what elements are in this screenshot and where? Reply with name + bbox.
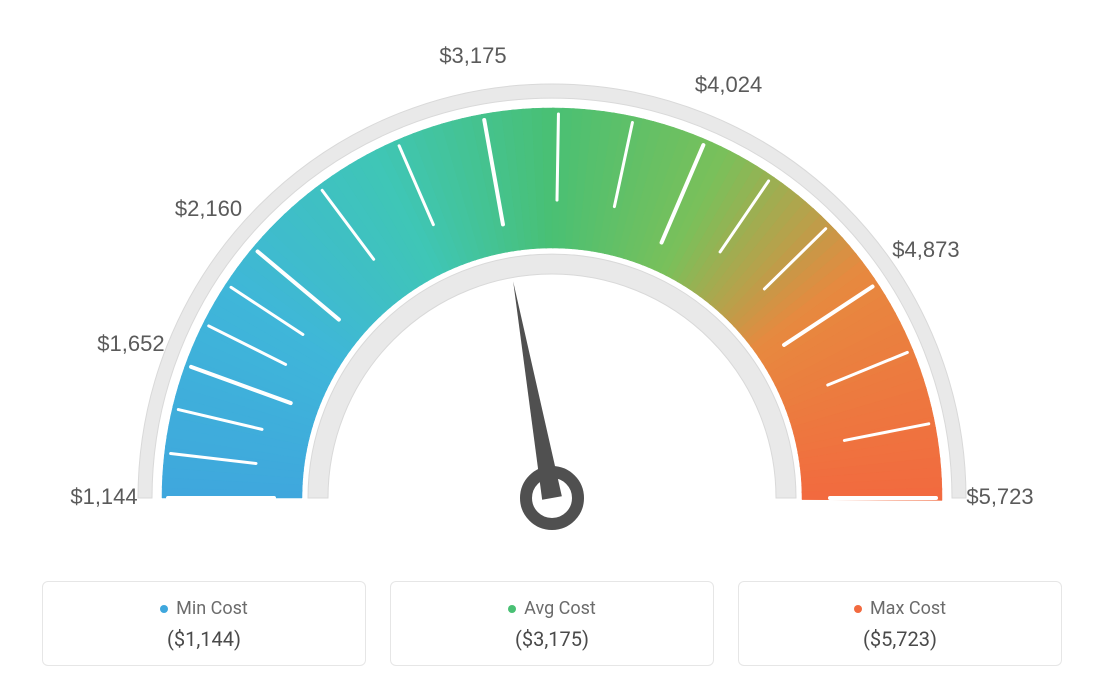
- avg-cost-value: ($3,175): [391, 627, 713, 651]
- svg-text:$4,024: $4,024: [695, 72, 762, 97]
- min-cost-value: ($1,144): [43, 627, 365, 651]
- svg-text:$1,144: $1,144: [70, 484, 137, 509]
- min-cost-label: Min Cost: [176, 598, 248, 619]
- max-cost-card: Max Cost ($5,723): [738, 581, 1062, 667]
- cost-gauge-container: $1,144 $1,652 $2,160 $3,175 $4,024 $4,873 $5,7…: [0, 0, 1104, 690]
- max-cost-value: ($5,723): [739, 627, 1061, 651]
- min-cost-card: Min Cost ($1,144): [42, 581, 366, 667]
- max-cost-label: Max Cost: [870, 598, 946, 619]
- svg-text:$5,723: $5,723: [966, 484, 1033, 509]
- svg-text:$1,652: $1,652: [97, 331, 164, 356]
- gauge-chart: $1,144 $1,652 $2,160 $3,175 $4,024 $4,873 $5,7…: [0, 20, 1104, 550]
- avg-cost-label: Avg Cost: [524, 598, 596, 619]
- svg-text:$4,873: $4,873: [892, 237, 959, 262]
- min-cost-title: Min Cost: [160, 598, 248, 619]
- gauge-svg: $1,144 $1,652 $2,160 $3,175 $4,024 $4,873 $5,7…: [42, 20, 1062, 550]
- max-cost-title: Max Cost: [854, 598, 946, 619]
- avg-dot-icon: [508, 605, 516, 613]
- avg-cost-title: Avg Cost: [508, 598, 596, 619]
- svg-text:$3,175: $3,175: [439, 43, 506, 68]
- svg-text:$2,160: $2,160: [175, 196, 242, 221]
- min-dot-icon: [160, 605, 168, 613]
- avg-cost-card: Avg Cost ($3,175): [390, 581, 714, 667]
- max-dot-icon: [854, 605, 862, 613]
- cost-cards-row: Min Cost ($1,144) Avg Cost ($3,175) Max …: [42, 581, 1062, 667]
